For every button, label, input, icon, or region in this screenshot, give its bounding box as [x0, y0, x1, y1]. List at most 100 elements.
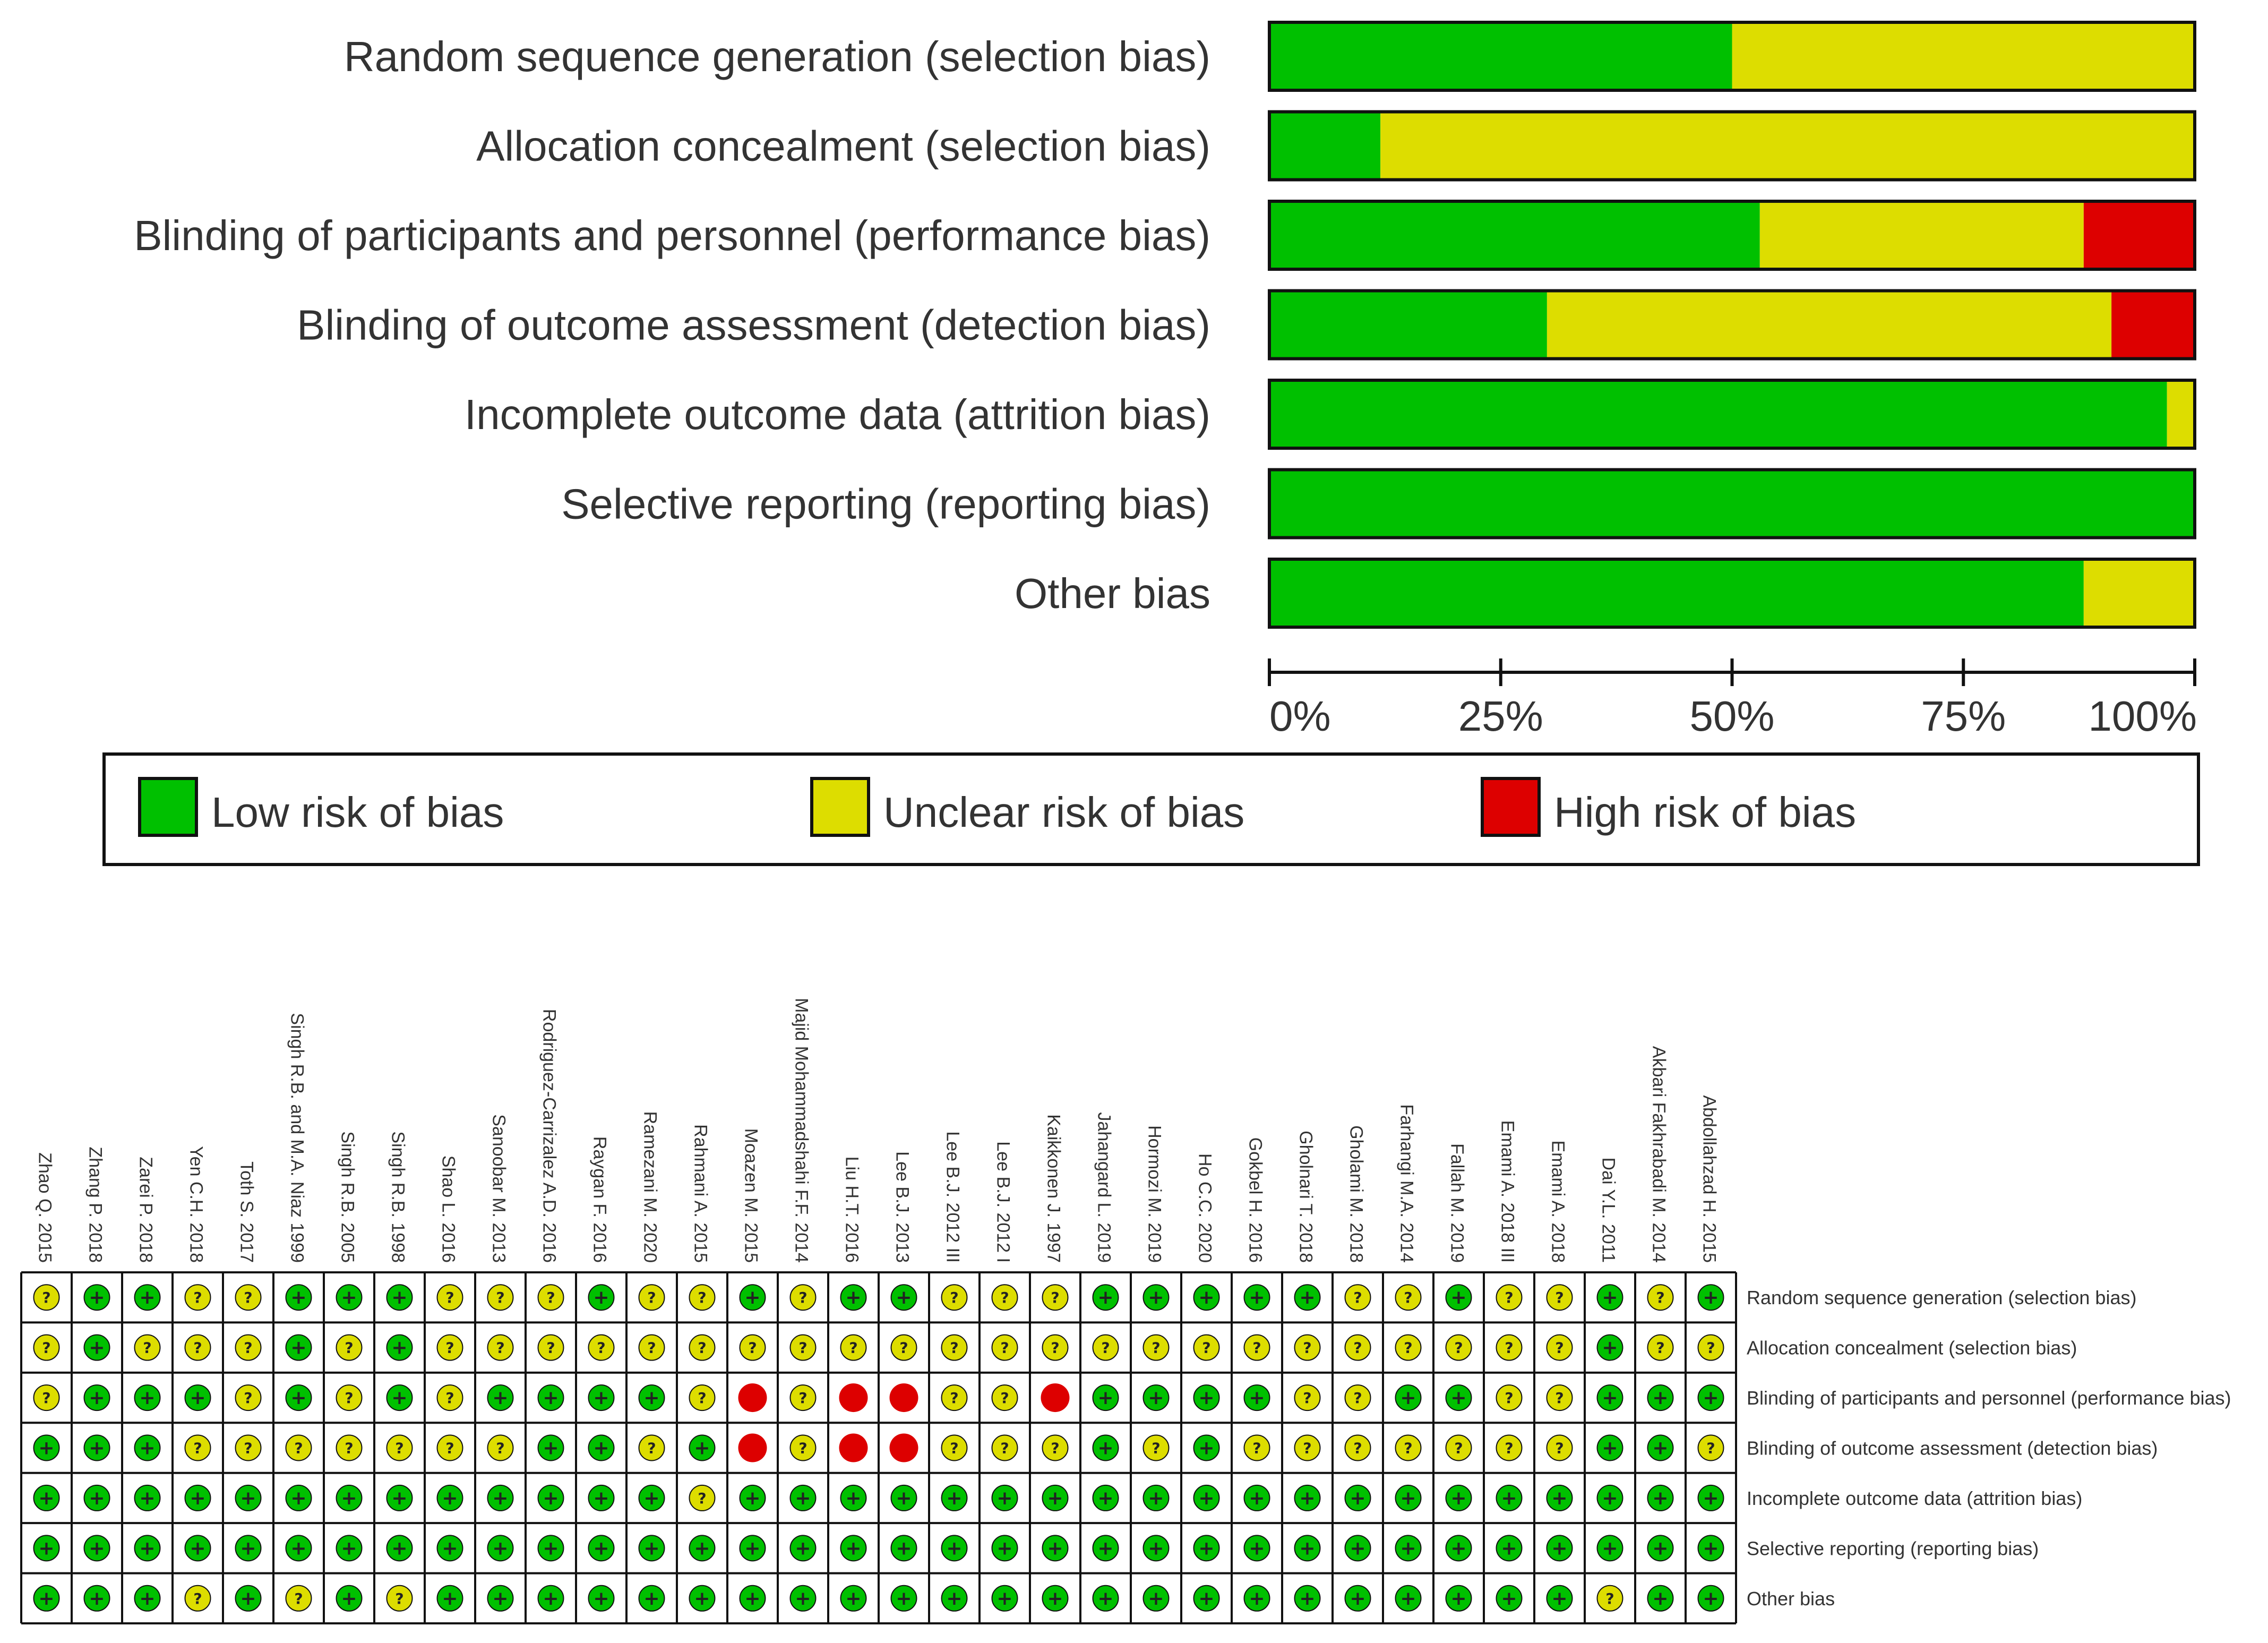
judgement-symbol: +: [139, 1387, 155, 1409]
judgement-symbol: ?: [698, 1490, 706, 1507]
bar-category-label: Blinding of participants and personnel (…: [134, 212, 1210, 259]
judgement-unclear-risk: [1294, 1434, 1321, 1461]
judgement-symbol: +: [744, 1588, 760, 1610]
judgement-symbol: ?: [1656, 1339, 1664, 1357]
judgement-symbol: +: [543, 1537, 559, 1559]
judgement-symbol: ?: [1101, 1339, 1110, 1357]
judgement-symbol: +: [643, 1537, 659, 1559]
bar-category-label: Blinding of outcome assessment (detectio…: [297, 302, 1210, 349]
judgement-unclear-risk: [789, 1384, 817, 1411]
judgement-symbol: +: [89, 1387, 105, 1409]
judgement-symbol: ?: [1303, 1389, 1311, 1407]
judgement-symbol: ?: [395, 1590, 403, 1607]
judgement-low-risk: [1142, 1484, 1170, 1511]
bar-segment-low-risk-of-bias: [1269, 290, 1547, 359]
judgement-symbol: +: [1652, 1537, 1668, 1559]
judgement-low-risk: [890, 1484, 917, 1511]
domain-label: Allocation concealment (selection bias): [1747, 1337, 2077, 1359]
judgement-symbol: +: [1299, 1487, 1315, 1509]
judgement-low-risk: [739, 1484, 766, 1511]
study-label: Lee B.J. 2013: [892, 1151, 913, 1263]
judgement-low-risk: [83, 1535, 110, 1562]
judgement-symbol: +: [845, 1537, 861, 1559]
judgement-unclear-risk: [1496, 1434, 1523, 1461]
study-label: Akbari Fakhrabadi M. 2014: [1649, 1046, 1669, 1263]
judgement-unclear-risk: [1395, 1434, 1422, 1461]
judgement-symbol: +: [1652, 1437, 1668, 1459]
judgement-low-risk: [184, 1484, 211, 1511]
judgement-symbol: ?: [950, 1289, 958, 1306]
judgement-symbol: +: [744, 1287, 760, 1308]
judgement-unclear-risk: [1142, 1334, 1170, 1361]
judgement-low-risk: [739, 1284, 766, 1311]
judgement-unclear-risk: [1344, 1284, 1371, 1311]
judgement-symbol: +: [492, 1387, 508, 1409]
judgement-symbol: +: [1097, 1537, 1113, 1559]
judgement-symbol: +: [38, 1437, 54, 1459]
judgement-symbol: +: [795, 1588, 811, 1610]
judgement-unclear-risk: [991, 1284, 1018, 1311]
judgement-low-risk: [840, 1284, 867, 1311]
study-label: Majid Mohammadshahi F.F. 2014: [792, 998, 812, 1263]
judgement-symbol: +: [89, 1337, 105, 1359]
judgement-symbol: ?: [496, 1339, 504, 1357]
judgement-symbol: +: [1350, 1487, 1365, 1509]
judgement-low-risk: [840, 1535, 867, 1562]
judgement-symbol: +: [240, 1487, 256, 1509]
judgement-low-risk: [1546, 1585, 1573, 1612]
judgement-symbol: ?: [193, 1440, 202, 1457]
judgement-symbol: +: [946, 1588, 962, 1610]
judgement-low-risk: [1647, 1384, 1674, 1411]
judgement-low-risk: [1042, 1535, 1069, 1562]
study-label: Gholnari T. 2018: [1296, 1131, 1316, 1263]
judgement-low-risk: [1142, 1284, 1170, 1311]
judgement-unclear-risk: [1697, 1434, 1724, 1461]
judgement-low-risk: [1193, 1384, 1220, 1411]
judgement-symbol: ?: [294, 1440, 303, 1457]
judgement-symbol: +: [1602, 1437, 1618, 1459]
bar-category-label: Selective reporting (reporting bias): [561, 481, 1210, 528]
judgement-unclear-risk: [1042, 1334, 1069, 1361]
judgement-unclear-risk: [789, 1284, 817, 1311]
judgement-unclear-risk: [285, 1585, 312, 1612]
domain-label: Selective reporting (reporting bias): [1747, 1537, 2039, 1559]
bar-segment-unclear-risk-of-bias: [1380, 112, 2195, 180]
judgement-unclear-risk: [336, 1434, 363, 1461]
judgement-low-risk: [789, 1484, 817, 1511]
study-label: Singh R.B. and M.A. Niaz 1999: [287, 1013, 307, 1263]
judgement-low-risk: [1596, 1384, 1623, 1411]
judgement-low-risk: [235, 1585, 262, 1612]
judgement-low-risk: [1697, 1535, 1724, 1562]
judgement-symbol: +: [643, 1387, 659, 1409]
bar-segment-unclear-risk-of-bias: [1547, 290, 2112, 359]
judgement-unclear-risk: [1042, 1434, 1069, 1461]
study-label: Ho C.C. 2020: [1195, 1153, 1215, 1263]
judgement-unclear-risk: [689, 1384, 716, 1411]
judgement-symbol: +: [593, 1588, 609, 1610]
study-label: Zhang P. 2018: [85, 1146, 106, 1263]
judgement-symbol: ?: [42, 1339, 50, 1357]
study-label: Abdollahzad H. 2015: [1699, 1095, 1720, 1263]
judgement-low-risk: [1042, 1585, 1069, 1612]
judgement-unclear-risk: [487, 1334, 514, 1361]
judgement-low-risk: [890, 1585, 917, 1612]
judgement-low-risk: [33, 1585, 60, 1612]
judgement-symbol: ?: [1353, 1339, 1362, 1357]
judgement-symbol: ?: [798, 1289, 807, 1306]
judgement-unclear-risk: [336, 1334, 363, 1361]
judgement-unclear-risk: [1142, 1434, 1170, 1461]
judgement-unclear-risk: [1042, 1284, 1069, 1311]
judgement-unclear-risk: [436, 1384, 463, 1411]
judgement-symbol: ?: [1152, 1339, 1160, 1357]
judgement-unclear-risk: [689, 1484, 716, 1511]
judgement-low-risk: [537, 1434, 564, 1461]
judgement-unclear-risk: [689, 1334, 716, 1361]
judgement-low-risk: [235, 1535, 262, 1562]
judgement-symbol: +: [845, 1487, 861, 1509]
judgement-unclear-risk: [1496, 1284, 1523, 1311]
judgement-low-risk: [991, 1484, 1018, 1511]
risk-of-bias-bar-chart: Random sequence generation (selection bi…: [134, 21, 2197, 740]
judgement-unclear-risk: [1294, 1384, 1321, 1411]
judgement-symbol: +: [694, 1588, 710, 1610]
judgement-symbol: +: [1148, 1588, 1164, 1610]
